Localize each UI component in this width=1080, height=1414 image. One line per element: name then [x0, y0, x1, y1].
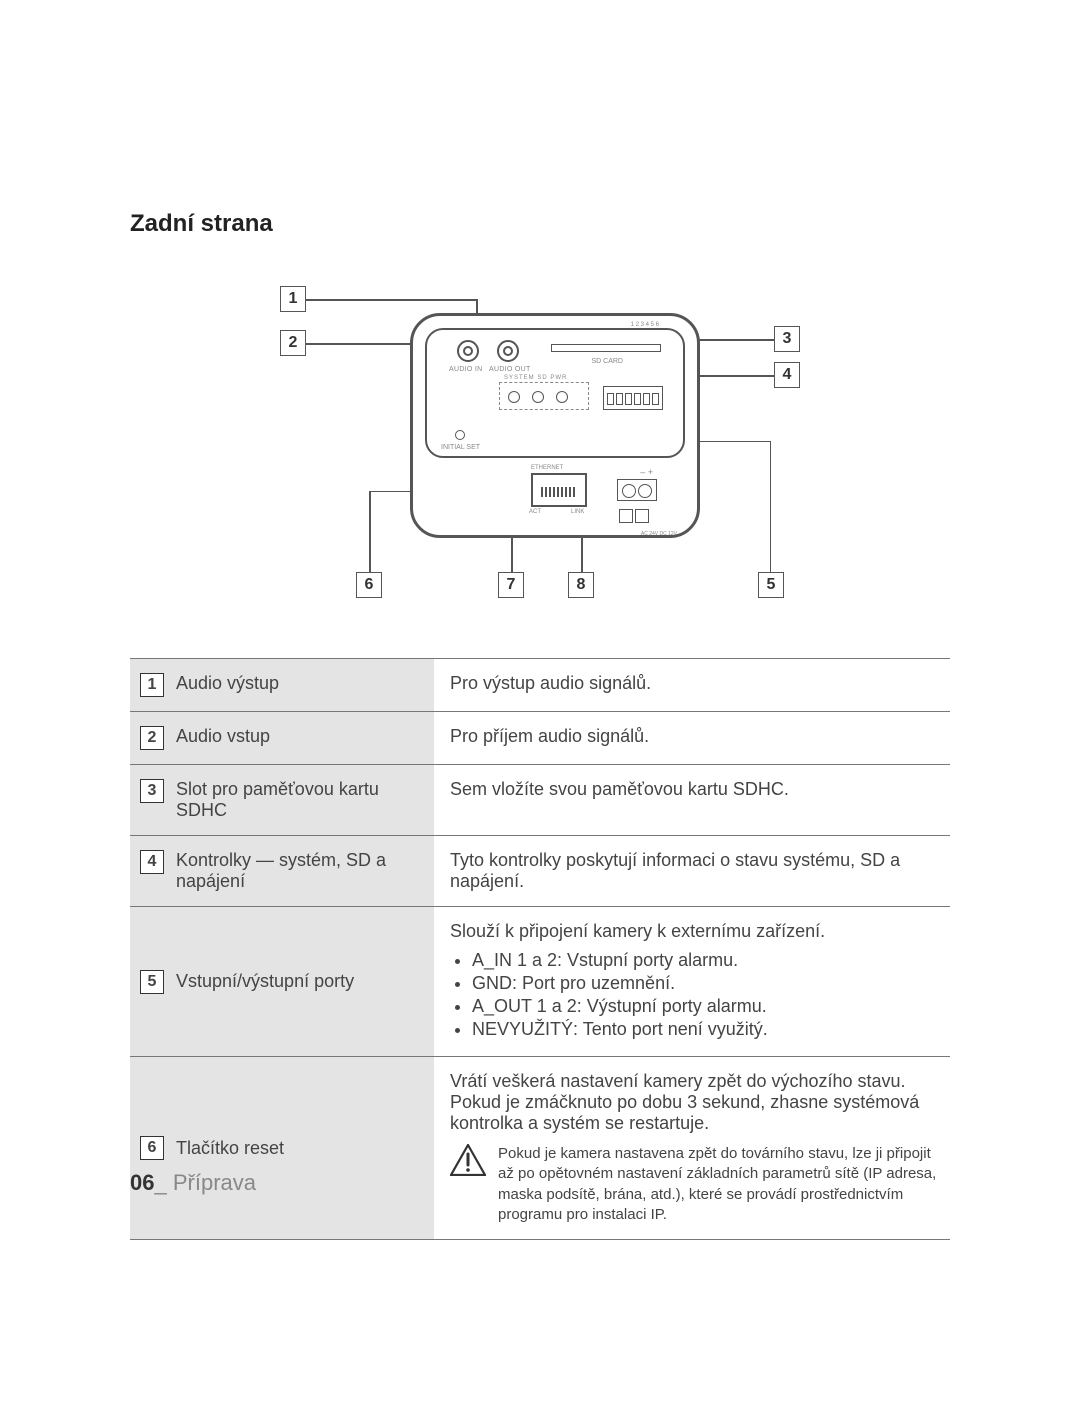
callout-5: 5 — [758, 572, 784, 598]
row-num: 2 — [140, 726, 164, 750]
row-name: Audio vstup — [174, 712, 434, 765]
reset-label: INITIAL SET — [441, 444, 480, 451]
warning-text: Pokud je kamera nastavena zpět do továrn… — [498, 1144, 940, 1225]
row-desc: Slouží k připojení kamery k externímu za… — [434, 907, 950, 1057]
page-footer: 06_ Příprava — [130, 1170, 256, 1196]
table-row: 4 Kontrolky — systém, SD a napájení Tyto… — [130, 836, 950, 907]
sd-slot — [551, 344, 661, 352]
list-item: GND: Port pro uzemnění. — [472, 973, 940, 994]
ethernet-label: ETHERNET — [531, 465, 563, 471]
ac-dc-label: AC 24V DC 12V — [641, 531, 677, 537]
row-num: 4 — [140, 850, 164, 874]
callout-4: 4 — [774, 362, 800, 388]
warning-icon — [450, 1144, 486, 1176]
row-name: Vstupní/výstupní porty — [174, 907, 434, 1057]
callout-2: 2 — [280, 330, 306, 356]
ethernet-port — [531, 473, 587, 507]
section-title: Zadní strana — [130, 210, 950, 238]
spec-table: 1 Audio výstup Pro výstup audio signálů.… — [130, 658, 950, 1240]
led-header: SYSTEM SD PWR — [504, 375, 567, 381]
polarity-label: – + — [640, 467, 653, 477]
audio-out-label: AUDIO OUT — [489, 366, 531, 373]
row-desc: Vrátí veškerá nastavení kamery zpět do v… — [434, 1057, 950, 1240]
act-label: ACT — [529, 509, 541, 515]
row-desc: Tyto kontrolky poskytují informaci o sta… — [434, 836, 950, 907]
table-row: 5 Vstupní/výstupní porty Slouží k připoj… — [130, 907, 950, 1057]
list-item: A_IN 1 a 2: Vstupní porty alarmu. — [472, 950, 940, 971]
terminal-numbers: 1 2 3 4 5 6 — [631, 322, 659, 328]
section-label: Příprava — [173, 1170, 256, 1195]
callout-3: 3 — [774, 326, 800, 352]
callout-8: 8 — [568, 572, 594, 598]
callout-6: 6 — [356, 572, 382, 598]
row-desc-intro: Vrátí veškerá nastavení kamery zpět do v… — [450, 1071, 940, 1134]
sd-label: SD CARD — [591, 358, 623, 365]
row-name: Slot pro paměťovou kartu SDHC — [174, 765, 434, 836]
device-body: AUDIO IN AUDIO OUT SD CARD SYSTEM SD PWR… — [410, 313, 700, 538]
row-desc: Pro příjem audio signálů. — [434, 712, 950, 765]
row-name: Tlačítko reset — [174, 1057, 434, 1240]
row-num: 6 — [140, 1136, 164, 1160]
callout-7: 7 — [498, 572, 524, 598]
list-item: NEVYUŽITÝ: Tento port není využitý. — [472, 1019, 940, 1040]
ports-list: A_IN 1 a 2: Vstupní porty alarmu. GND: P… — [472, 950, 940, 1040]
row-name: Audio výstup — [174, 659, 434, 712]
terminal-block — [603, 386, 663, 410]
audio-out-jack — [497, 340, 519, 362]
table-row: 2 Audio vstup Pro příjem audio signálů. — [130, 712, 950, 765]
audio-in-jack — [457, 340, 479, 362]
row-desc: Pro výstup audio signálů. — [434, 659, 950, 712]
callout-1: 1 — [280, 286, 306, 312]
power-plug — [617, 479, 657, 501]
list-item: A_OUT 1 a 2: Výstupní porty alarmu. — [472, 996, 940, 1017]
row-num: 5 — [140, 970, 164, 994]
row-num: 1 — [140, 673, 164, 697]
table-row: 6 Tlačítko reset Vrátí veškerá nastavení… — [130, 1057, 950, 1240]
row-name: Kontrolky — systém, SD a napájení — [174, 836, 434, 907]
table-row: 1 Audio výstup Pro výstup audio signálů. — [130, 659, 950, 712]
page-number: 06 — [130, 1170, 154, 1195]
rear-diagram: 1 2 3 4 6 7 8 5 AUDIO IN AUD — [280, 278, 800, 598]
dc-terminals — [619, 509, 655, 525]
led-box: SYSTEM SD PWR — [499, 382, 589, 410]
table-row: 3 Slot pro paměťovou kartu SDHC Sem vlož… — [130, 765, 950, 836]
row-num: 3 — [140, 779, 164, 803]
reset-hole — [455, 430, 465, 440]
row-desc-intro: Slouží k připojení kamery k externímu za… — [450, 921, 940, 942]
audio-in-label: AUDIO IN — [449, 366, 483, 373]
link-label: LINK — [571, 509, 584, 515]
row-desc: Sem vložíte svou paměťovou kartu SDHC. — [434, 765, 950, 836]
